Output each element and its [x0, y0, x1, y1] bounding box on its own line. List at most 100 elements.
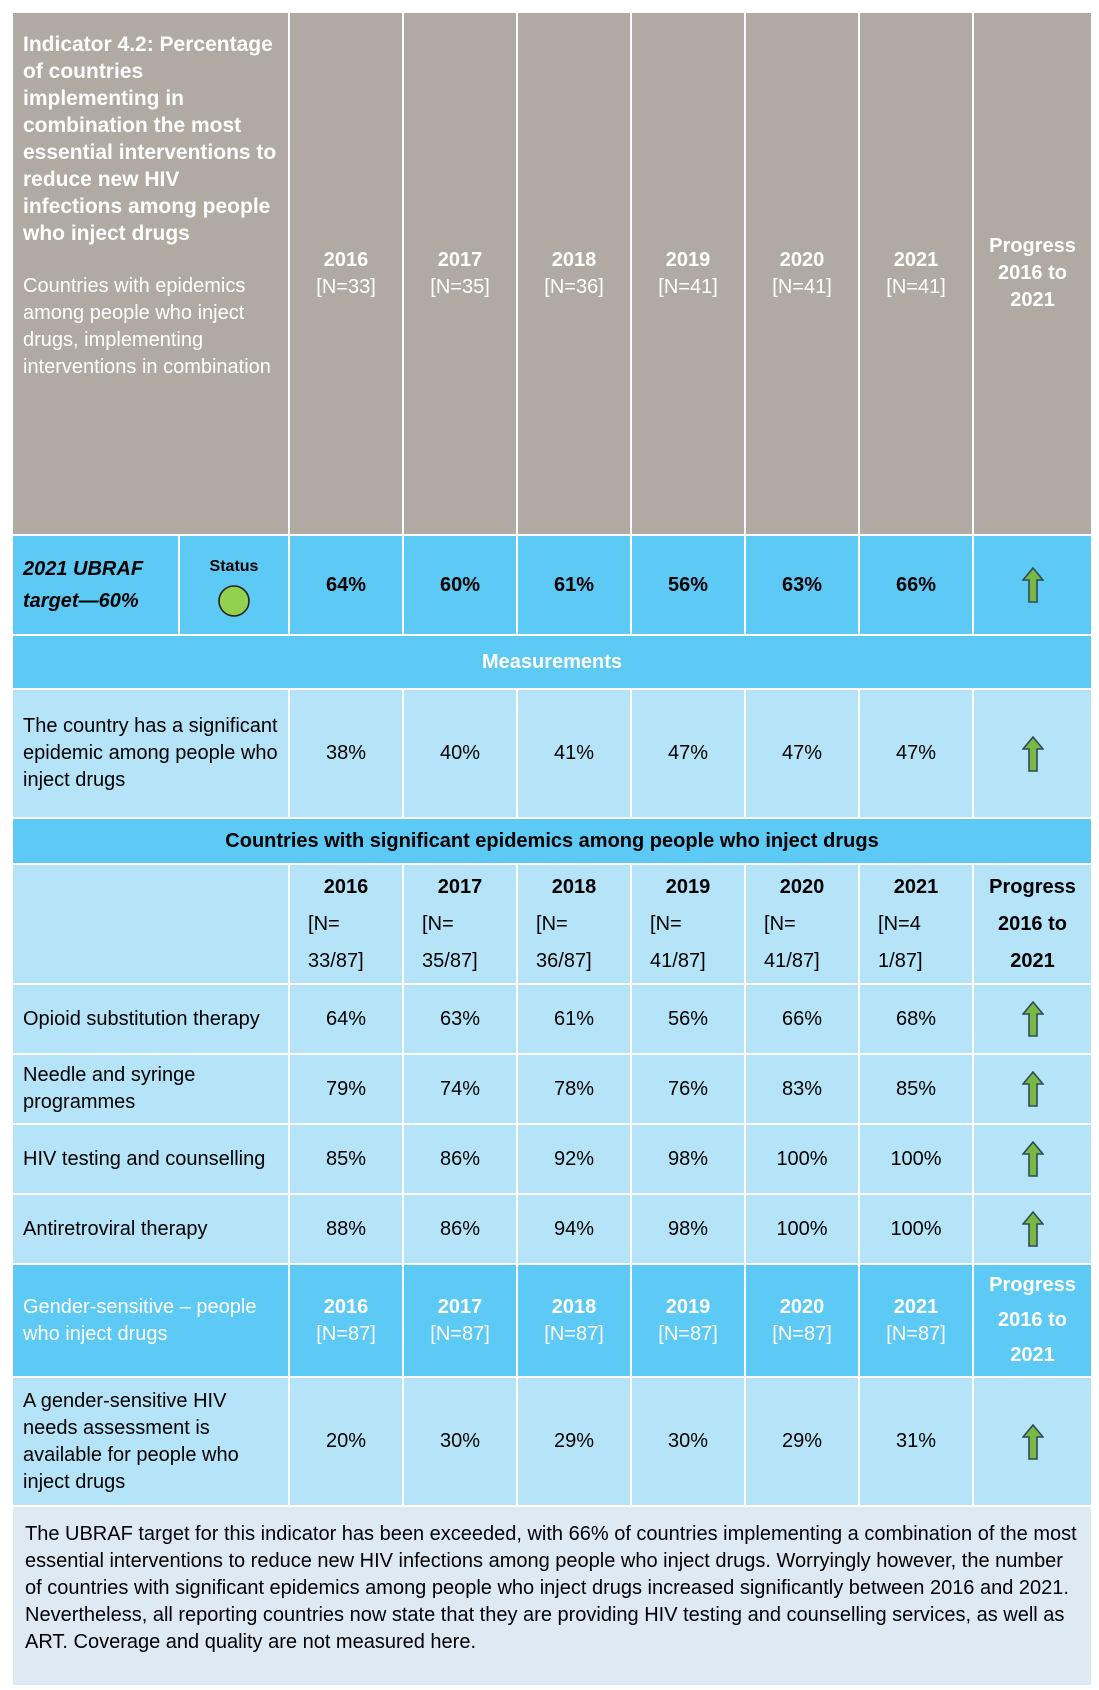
empty-cell — [10, 863, 291, 985]
year: 2018 — [551, 248, 597, 271]
value: 85% — [288, 1123, 405, 1195]
measurements-heading: Measurements — [10, 634, 1094, 690]
year-cell: 2020 [N=87] — [744, 1263, 861, 1378]
value: 30% — [402, 1376, 519, 1507]
value: 88% — [288, 1193, 405, 1265]
year: 2020 — [779, 875, 825, 898]
value: 66% — [744, 983, 861, 1055]
row-label: A gender-sensitive HIV needs assessment … — [10, 1376, 291, 1507]
table-row: Measurements — [10, 634, 1094, 690]
value: 20% — [288, 1376, 405, 1507]
row-label: Needle and syringe programmes — [10, 1053, 291, 1125]
table-row: 2021 UBRAF target—60% Status 64% 60% 61% 56% 6… — [11, 534, 1094, 636]
year: 2019 — [665, 1295, 711, 1318]
up-arrow — [1021, 735, 1044, 772]
value: 100% — [858, 1123, 975, 1195]
year-cell: 2016 [N=87] — [288, 1263, 405, 1378]
value: 74% — [402, 1053, 519, 1125]
year: 2016 — [323, 248, 369, 271]
year-cell: 2021 [N=4 1/87] — [858, 863, 975, 985]
value: 38% — [288, 688, 405, 819]
value: 100% — [858, 1193, 975, 1265]
n-count: [N=36] — [544, 275, 604, 298]
table-row: Needle and syringe programmes 79% 74% 78% 76… — [10, 1053, 1094, 1125]
n-count: [N= 41/87] — [650, 912, 706, 972]
header-subtitle: Countries with epidemics among people wh… — [23, 275, 271, 378]
status-cell: Status — [177, 534, 291, 636]
section-heading: Countries with significant epidemics amo… — [10, 817, 1094, 865]
n-count: [N=87] — [772, 1322, 832, 1345]
year-cell: 2020 [N=41] — [744, 11, 861, 536]
table-row: HIV testing and counselling 85% 86% 92% 98% 1… — [10, 1123, 1094, 1195]
year: 2019 — [665, 248, 711, 271]
table-row: Indicator 4.2: Percentage of countries i… — [10, 11, 1094, 536]
up-arrow — [1021, 567, 1044, 603]
n-count: [N=35] — [430, 275, 490, 298]
value: 86% — [402, 1193, 519, 1265]
year-cell: 2020 [N= 41/87] — [744, 863, 861, 985]
value: 64% — [288, 983, 405, 1055]
n-count: [N=87] — [886, 1322, 946, 1345]
year-cell: 2019 [N=87] — [630, 1263, 747, 1378]
value: 100% — [744, 1193, 861, 1265]
value: 63% — [402, 983, 519, 1055]
year-cell: 2018 [N= 36/87] — [516, 863, 633, 985]
year-cell: 2019 [N=41] — [630, 11, 747, 536]
up-arrow — [1021, 1211, 1044, 1247]
value: 98% — [630, 1193, 747, 1265]
table-row: Gender-sensitive – people who inject dru… — [10, 1263, 1094, 1378]
status-circle — [218, 584, 250, 617]
table-row: Antiretroviral therapy 88% 86% 94% 98% 100% 10… — [10, 1193, 1094, 1265]
year-cell: 2016 [N= 33/87] — [288, 863, 405, 985]
table-row: The country has a significant epidemic a… — [10, 688, 1094, 819]
year-cell: 2021 [N=41] — [858, 11, 975, 536]
value: 47% — [744, 688, 861, 819]
value: 29% — [744, 1376, 861, 1507]
year: 2020 — [779, 248, 825, 271]
gender-heading: Gender-sensitive – people who inject dru… — [10, 1263, 291, 1378]
year-cell: 2021 [N=87] — [858, 1263, 975, 1378]
up-arrow — [1021, 1001, 1044, 1037]
n-count: [N= 33/87] — [308, 912, 364, 972]
progress-cell — [972, 688, 1094, 819]
value: 56% — [630, 983, 747, 1055]
value: 83% — [744, 1053, 861, 1125]
year-cell: 2018 [N=36] — [516, 11, 633, 536]
n-count: [N= 41/87] — [764, 912, 820, 972]
value: 76% — [630, 1053, 747, 1125]
row-label: Antiretroviral therapy — [10, 1193, 291, 1265]
value: 98% — [630, 1123, 747, 1195]
value: 79% — [288, 1053, 405, 1125]
row-label: The country has a significant epidemic a… — [10, 688, 291, 819]
progress-header: Progress 2016 to 2021 — [972, 11, 1094, 536]
year: 2021 — [893, 248, 939, 271]
value: 94% — [516, 1193, 633, 1265]
row-label: Opioid substitution therapy — [10, 983, 291, 1055]
target-value: 63% — [744, 534, 861, 636]
year-cell: 2017 [N=87] — [402, 1263, 519, 1378]
n-count: [N=87] — [430, 1322, 490, 1345]
year: 2016 — [323, 1295, 369, 1318]
page: Indicator 4.2: Percentage of countries i… — [10, 11, 1094, 1687]
progress-cell — [972, 1376, 1094, 1507]
progress-header: Progress 2016 to 2021 — [972, 1263, 1094, 1378]
year-cell: 2019 [N= 41/87] — [630, 863, 747, 985]
year: 2020 — [779, 1295, 825, 1318]
progress-cell — [972, 534, 1094, 636]
year: 2019 — [665, 875, 711, 898]
target-value: 66% — [858, 534, 975, 636]
value: 78% — [516, 1053, 633, 1125]
table-row: 2016 [N= 33/87] 2017 [N= 35/87] 2018 [N= 36/8… — [10, 863, 1094, 985]
footer-text: The UBRAF target for this indicator has … — [10, 1505, 1094, 1687]
year: 2017 — [437, 248, 483, 271]
value: 68% — [858, 983, 975, 1055]
year: 2018 — [551, 875, 597, 898]
n-count: [N=87] — [544, 1322, 604, 1345]
year: 2021 — [893, 875, 939, 898]
n-count: [N=87] — [658, 1322, 718, 1345]
value: 41% — [516, 688, 633, 819]
target-label: 2021 UBRAF target—60% — [11, 534, 180, 636]
status-label: Status — [209, 557, 259, 575]
n-count: [N=41] — [886, 275, 946, 298]
progress-cell — [972, 1193, 1094, 1265]
